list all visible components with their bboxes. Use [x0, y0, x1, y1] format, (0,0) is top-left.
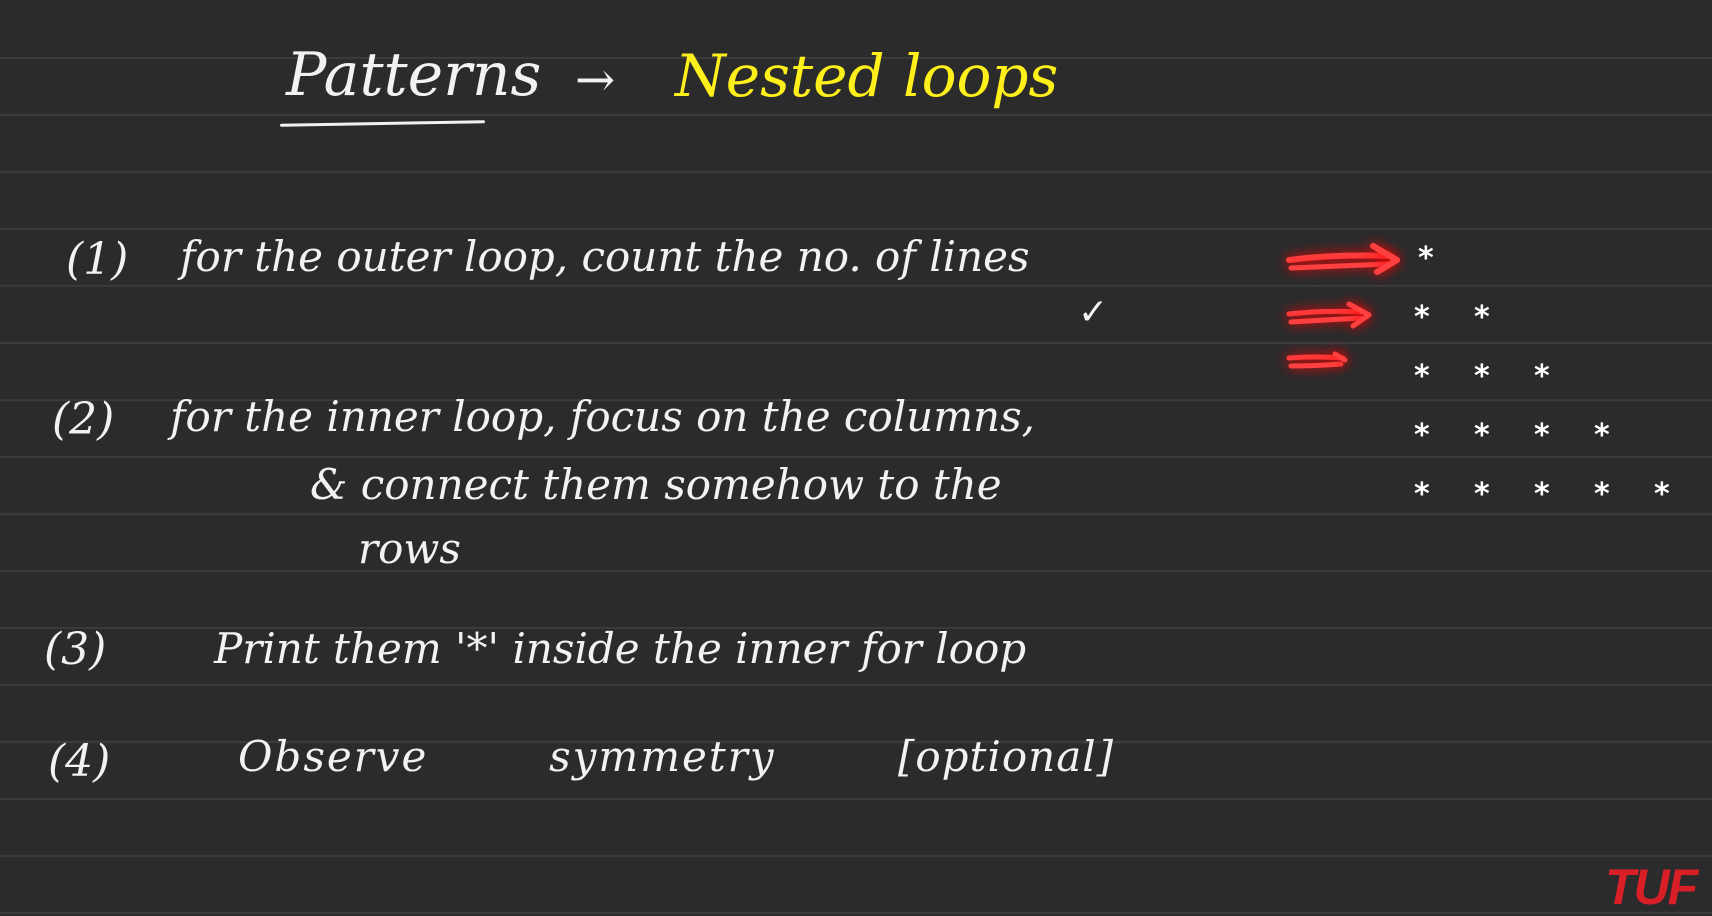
pattern-star: *	[1534, 418, 1550, 453]
pattern-star: *	[1414, 418, 1430, 453]
arrow-right-icon	[1285, 240, 1405, 276]
pattern-star: *	[1534, 477, 1550, 512]
step-2-text-line-2: & connect them somehow to the	[310, 460, 1002, 509]
title-main: Patterns	[286, 40, 542, 110]
watermark-logo: TUF	[1605, 859, 1698, 915]
step-4-text: Observe symmetry	[238, 732, 776, 781]
title-subtitle: Nested loops	[675, 42, 1059, 110]
pattern-star: *	[1474, 359, 1490, 394]
title-arrow: →	[575, 52, 616, 108]
pattern-star: *	[1654, 477, 1670, 512]
step-3-text: Print them '*' inside the inner for loop	[214, 624, 1027, 673]
step-1-text: for the outer loop, count the no. of lin…	[180, 232, 1030, 281]
step-2-text-line-3: rows	[358, 524, 461, 573]
pattern-star: *	[1418, 241, 1434, 276]
step-2-number: (2)	[52, 394, 115, 445]
pattern-star: *	[1534, 359, 1550, 394]
title-underline	[279, 120, 486, 127]
step-4-symmetry: symmetry	[549, 732, 776, 781]
pattern-star: *	[1414, 359, 1430, 394]
step-1-number: (1)	[66, 234, 129, 285]
pattern-star: *	[1474, 300, 1490, 335]
arrow-right-icon	[1285, 348, 1355, 384]
step-3-number: (3)	[44, 624, 107, 675]
step-2-text-line-1: for the inner loop, focus on the columns…	[170, 392, 1035, 441]
pattern-star: *	[1474, 477, 1490, 512]
step-4-number: (4)	[48, 736, 111, 787]
arrow-right-icon	[1285, 300, 1375, 336]
step-4-optional-label: [optional]	[898, 732, 1115, 781]
pattern-star: *	[1594, 418, 1610, 453]
pattern-star: *	[1474, 418, 1490, 453]
checkmark-icon: ✓	[1078, 292, 1109, 333]
pattern-star: *	[1594, 477, 1610, 512]
pattern-star: *	[1414, 300, 1430, 335]
step-4-observe: Observe	[238, 732, 429, 781]
pattern-star: *	[1414, 477, 1430, 512]
